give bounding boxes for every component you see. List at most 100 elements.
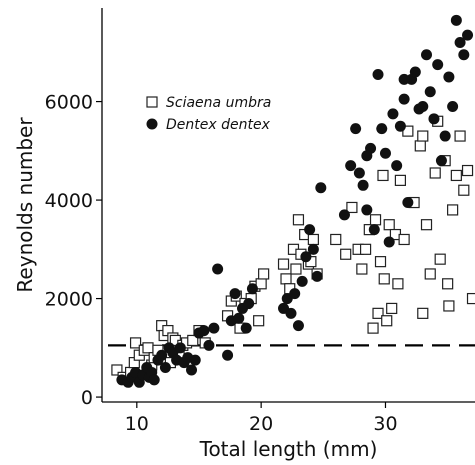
sciaena-umbra-point xyxy=(187,334,199,347)
sciaena-umbra-point xyxy=(466,292,475,305)
dentex-dentex-point xyxy=(379,147,391,159)
dentex-dentex-point xyxy=(246,283,258,295)
axis-ticks: 0 2000 4000 6000 10 20 30 xyxy=(45,92,398,435)
sciaena-umbra-point xyxy=(447,204,459,216)
dentex-dentex-point xyxy=(443,71,455,83)
dentex-dentex-point xyxy=(292,320,304,332)
dentex-dentex-point xyxy=(462,29,474,41)
dentex-dentex-point xyxy=(243,298,255,309)
sciaena-umbra-point xyxy=(111,364,123,376)
sciaena-umbra-point xyxy=(292,214,305,226)
legend-label-series-2: Dentex dentex xyxy=(166,117,271,133)
sciaena-umbra-point xyxy=(346,201,358,214)
legend-marker-filled-circle xyxy=(146,118,158,130)
dentex-dentex-point xyxy=(435,155,447,167)
dentex-dentex-point xyxy=(450,14,462,26)
x-tick-label: 10 xyxy=(125,413,149,435)
dentex-dentex-point xyxy=(186,364,198,376)
dentex-dentex-point xyxy=(289,288,301,300)
sciaena-umbra-point xyxy=(277,258,290,270)
dentex-dentex-point xyxy=(432,59,444,71)
y-tick-label: 2000 xyxy=(45,289,93,311)
sciaena-umbra-point xyxy=(369,214,382,226)
sciaena-umbra-point xyxy=(383,219,395,231)
sciaena-umbra-point xyxy=(377,169,389,182)
sciaena-umbra-point xyxy=(394,174,406,186)
dentex-dentex-point xyxy=(198,325,210,337)
dentex-dentex-point xyxy=(417,101,429,112)
dentex-dentex-point xyxy=(383,236,395,248)
dentex-dentex-point xyxy=(398,73,410,85)
x-tick-label: 20 xyxy=(249,413,273,435)
dentex-dentex-point xyxy=(203,339,215,351)
dentex-dentex-point xyxy=(338,209,350,221)
dentex-dentex-point xyxy=(212,263,224,275)
sciaena-umbra-point xyxy=(429,167,441,179)
dentex-dentex-point xyxy=(357,179,369,191)
dentex-dentex-point xyxy=(311,270,323,282)
sciaena-umbra-point xyxy=(392,278,404,290)
dentex-dentex-point xyxy=(428,113,440,125)
sciaena-umbra-point xyxy=(434,253,446,265)
dentex-dentex-point xyxy=(372,68,384,80)
dentex-dentex-point xyxy=(174,342,186,354)
y-tick-label: 0 xyxy=(81,387,93,409)
dentex-dentex-point xyxy=(350,123,362,135)
y-tick-label: 4000 xyxy=(45,190,93,212)
dentex-dentex-point xyxy=(285,307,297,319)
dentex-dentex-point xyxy=(439,130,451,142)
dentex-dentex-point xyxy=(315,182,327,194)
dentex-dentex-point xyxy=(424,86,436,98)
sciaena-umbra-point xyxy=(378,273,390,285)
sciaena-umbra-point xyxy=(280,273,292,285)
dentex-dentex-point xyxy=(454,36,466,48)
sciaena-umbra-point xyxy=(307,233,319,246)
sciaena-umbra-point xyxy=(367,322,379,334)
sciaena-umbra-point xyxy=(414,140,426,152)
dentex-dentex-point xyxy=(159,362,171,374)
legend: Sciaena umbra Dentex dentex xyxy=(146,95,271,133)
dentex-dentex-point xyxy=(361,150,373,162)
data-points xyxy=(111,14,475,388)
y-axis-title: Reynolds number xyxy=(13,117,37,293)
dentex-dentex-point xyxy=(189,354,201,366)
sciaena-umbra-point xyxy=(417,130,429,142)
legend-marker-open-square xyxy=(146,96,158,108)
dentex-dentex-point xyxy=(222,349,234,361)
dentex-dentex-point xyxy=(394,120,406,132)
sciaena-umbra-point xyxy=(454,130,466,142)
sciaena-umbra-point xyxy=(386,302,398,315)
dentex-dentex-point xyxy=(387,108,399,120)
sciaena-umbra-point xyxy=(402,125,414,137)
dentex-dentex-point xyxy=(156,349,168,361)
sciaena-umbra-point xyxy=(417,307,429,319)
sciaena-umbra-point xyxy=(381,315,393,327)
dentex-dentex-point xyxy=(240,322,252,334)
sciaena-umbra-point xyxy=(142,342,154,354)
sciaena-umbra-point xyxy=(442,278,454,290)
sciaena-umbra-point xyxy=(129,337,142,349)
dentex-dentex-point xyxy=(398,93,410,105)
sciaena-umbra-point xyxy=(290,263,302,275)
dentex-dentex-point xyxy=(296,275,308,287)
sciaena-umbra-point xyxy=(420,219,433,231)
x-tick-label: 30 xyxy=(373,413,397,435)
sciaena-umbra-point xyxy=(461,164,474,177)
dentex-dentex-point xyxy=(307,243,319,255)
sciaena-umbra-point xyxy=(253,315,265,327)
dentex-dentex-point xyxy=(421,49,433,61)
sciaena-umbra-point xyxy=(340,248,352,260)
sciaena-umbra-point xyxy=(258,268,270,280)
y-tick-label: 6000 xyxy=(45,92,93,114)
dentex-dentex-point xyxy=(148,374,160,386)
sciaena-umbra-point xyxy=(458,184,470,196)
sciaena-umbra-point xyxy=(374,256,387,268)
dentex-dentex-point xyxy=(409,66,421,78)
sciaena-umbra-point xyxy=(372,307,384,319)
dentex-dentex-point xyxy=(447,101,459,112)
dentex-dentex-point xyxy=(300,251,312,263)
dentex-dentex-point xyxy=(368,224,380,236)
dentex-dentex-point xyxy=(361,204,373,216)
dentex-dentex-point xyxy=(208,322,220,334)
